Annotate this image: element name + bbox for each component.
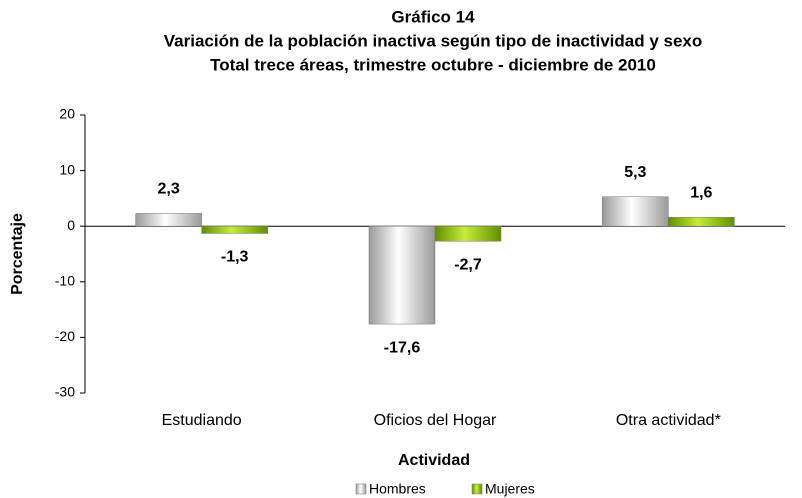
chart-title: Total trece áreas, trimestre octubre - d…	[210, 55, 656, 74]
x-axis-label: Actividad	[398, 452, 470, 469]
data-label: 1,6	[690, 185, 712, 202]
y-tick-label: -10	[55, 273, 75, 289]
bar	[668, 217, 735, 227]
data-label: 2,3	[158, 181, 180, 198]
data-label: -2,7	[454, 256, 482, 273]
y-tick-label: 20	[59, 106, 75, 122]
chart-title: Variación de la población inactiva según…	[164, 31, 703, 50]
y-axis-label: Porcentaje	[9, 213, 26, 295]
bar	[201, 225, 268, 234]
legend-label: Hombres	[369, 481, 426, 497]
data-label: 5,3	[624, 164, 646, 181]
bar	[135, 213, 202, 227]
chart-title: Gráfico 14	[391, 7, 475, 26]
y-tick-label: 10	[59, 161, 75, 177]
legend-swatch	[355, 483, 367, 495]
data-label: -17,6	[384, 339, 421, 356]
x-tick-label: Estudiando	[162, 412, 242, 429]
bar	[602, 196, 669, 227]
y-tick-label: -20	[55, 328, 75, 344]
y-tick-label: 0	[67, 217, 75, 233]
y-tick-label: -30	[55, 384, 75, 400]
legend-swatch	[471, 483, 483, 495]
bar	[434, 225, 502, 242]
legend-label: Mujeres	[485, 481, 535, 497]
bar	[368, 225, 436, 325]
data-label: -1,3	[221, 249, 249, 266]
x-tick-label: Oficios del Hogar	[374, 412, 497, 429]
x-tick-label: Otra actividad*	[616, 412, 721, 429]
